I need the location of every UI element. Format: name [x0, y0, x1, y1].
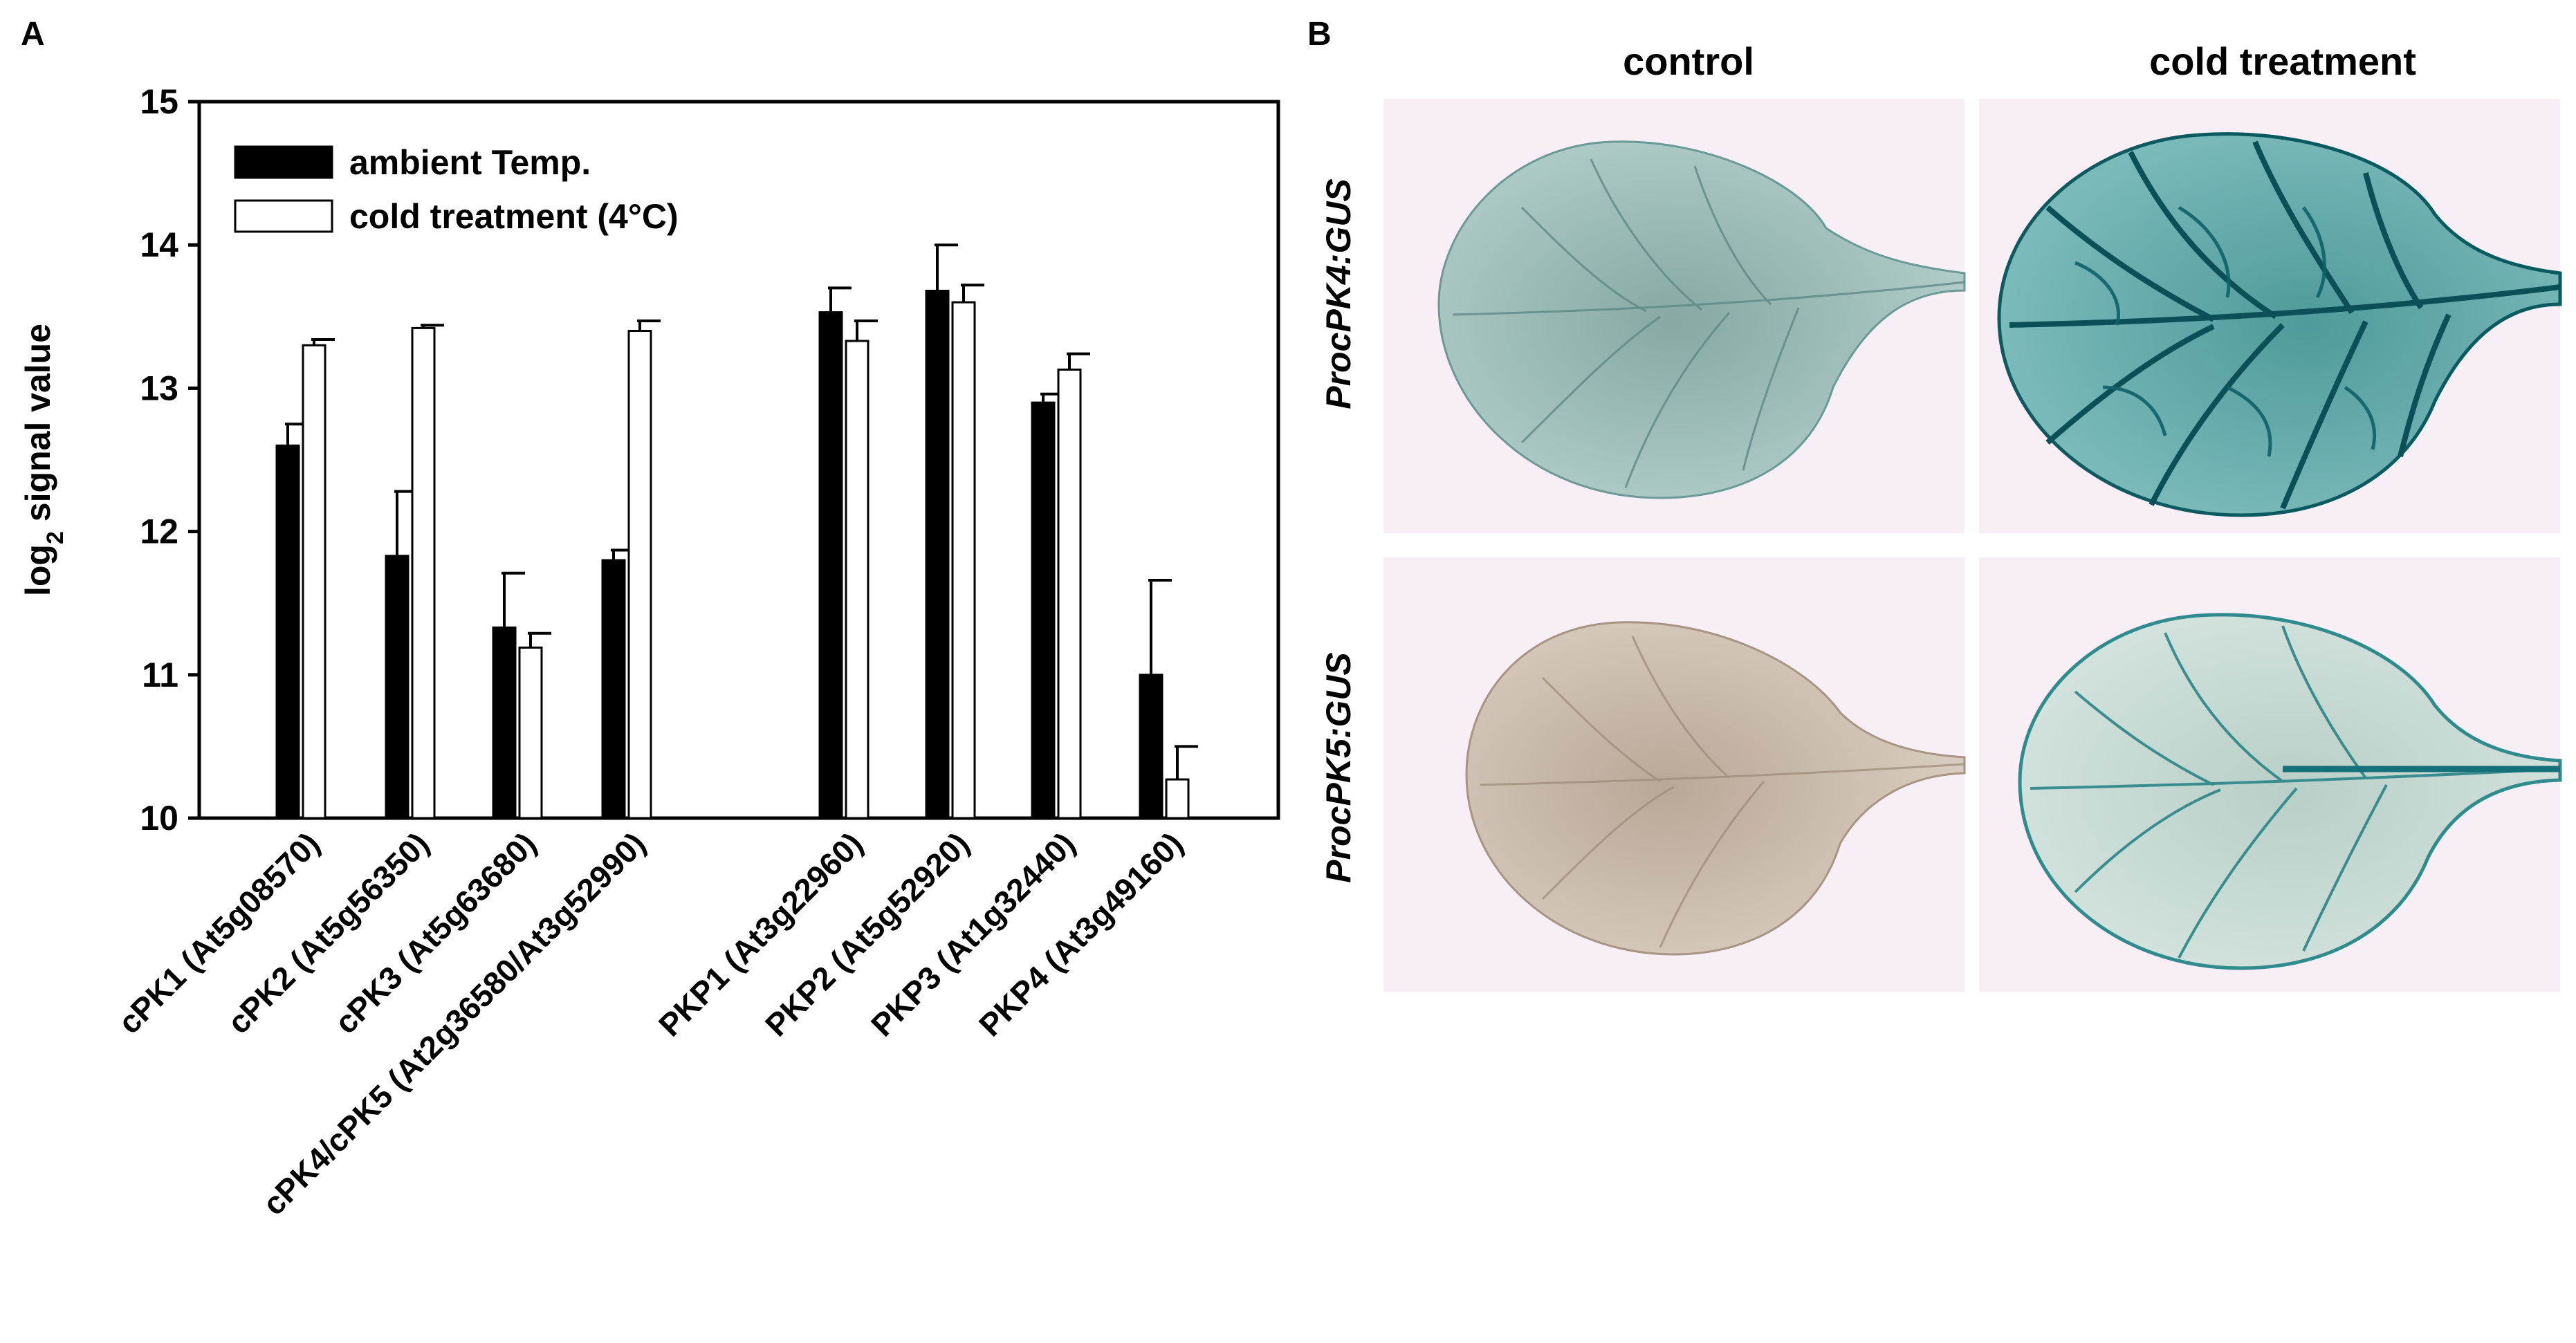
category-labels: cPK1 (At5g08570)cPK2 (At5g56350)cPK3 (At…	[111, 825, 1190, 1222]
photo-procpk5-control	[1383, 557, 1966, 992]
bar-ambient	[492, 626, 517, 819]
bars-layer	[275, 243, 1198, 819]
photo-procpk4-cold	[1979, 99, 2562, 533]
bar-cold	[411, 326, 436, 819]
legend-swatch-cold	[234, 199, 333, 233]
bar-ambient	[925, 290, 950, 819]
category-label: cPK4/cPK5 (At2g36580/At3g52990)	[255, 825, 652, 1222]
y-tick-label: 15	[140, 82, 178, 121]
bar-chart: 10 11 12 13 14 15 cPK1 (At5g08570)cPK2 (At5g5…	[19, 82, 1280, 1222]
legend-label-ambient: ambient Temp.	[349, 143, 591, 182]
bar-ambient	[818, 311, 843, 819]
plot-frame	[197, 100, 1280, 820]
legend: ambient Temp. cold treatment (4°C)	[234, 143, 679, 236]
panel-b-label: B	[1307, 16, 1332, 53]
category-label: PKP2 (At5g52920)	[758, 825, 976, 1043]
bar-cold	[627, 330, 652, 819]
y-axis: 10 11 12 13 14 15	[140, 82, 199, 837]
bar-ambient	[1031, 401, 1056, 819]
leaf-procpk4-control	[1437, 140, 1966, 499]
category-label: cPK1 (At5g08570)	[111, 825, 327, 1041]
category-label: PKP1 (At3g22960)	[652, 825, 870, 1043]
category-label: PKP4 (At3g49160)	[972, 825, 1190, 1043]
panel-a-label: A	[21, 16, 45, 53]
bar-ambient	[275, 444, 300, 819]
gus-staining-panel: control cold treatment ProcPK4:GUS ProcP…	[1319, 39, 2562, 992]
photo-procpk5-cold	[1979, 557, 2562, 992]
y-axis-label: log2 signal value	[19, 324, 68, 596]
y-tick-label: 12	[140, 512, 178, 551]
bar-cold	[518, 646, 543, 819]
leaf-procpk5-control	[1465, 621, 1966, 956]
bar-ambient	[1139, 674, 1163, 819]
bar-cold	[1165, 778, 1190, 819]
y-tick-label: 11	[142, 656, 178, 694]
y-tick-label: 10	[140, 799, 178, 837]
photo-procpk4-control	[1383, 99, 1966, 533]
bar-cold	[1057, 368, 1082, 819]
legend-swatch-ambient	[234, 145, 333, 179]
bar-ambient	[385, 555, 410, 819]
category-label: PKP3 (At1g32440)	[864, 825, 1082, 1043]
bar-ambient	[601, 559, 626, 819]
category-label: cPK2 (At5g56350)	[221, 825, 436, 1041]
y-tick-label: 13	[140, 369, 178, 407]
legend-label-cold: cold treatment (4°C)	[349, 197, 679, 236]
column-header-cold-treatment: cold treatment	[2149, 39, 2416, 83]
bar-cold	[302, 344, 326, 819]
row-header-procpk5: ProcPK5:GUS	[1319, 652, 1358, 882]
row-header-procpk4: ProcPK4:GUS	[1319, 178, 1358, 409]
bar-cold	[845, 340, 870, 819]
bar-cold	[951, 301, 976, 819]
leaf-procpk5-cold	[2018, 613, 2562, 970]
category-label: cPK3 (At5g63680)	[328, 825, 544, 1041]
y-tick-label: 14	[140, 225, 178, 264]
column-header-control: control	[1623, 39, 1754, 83]
